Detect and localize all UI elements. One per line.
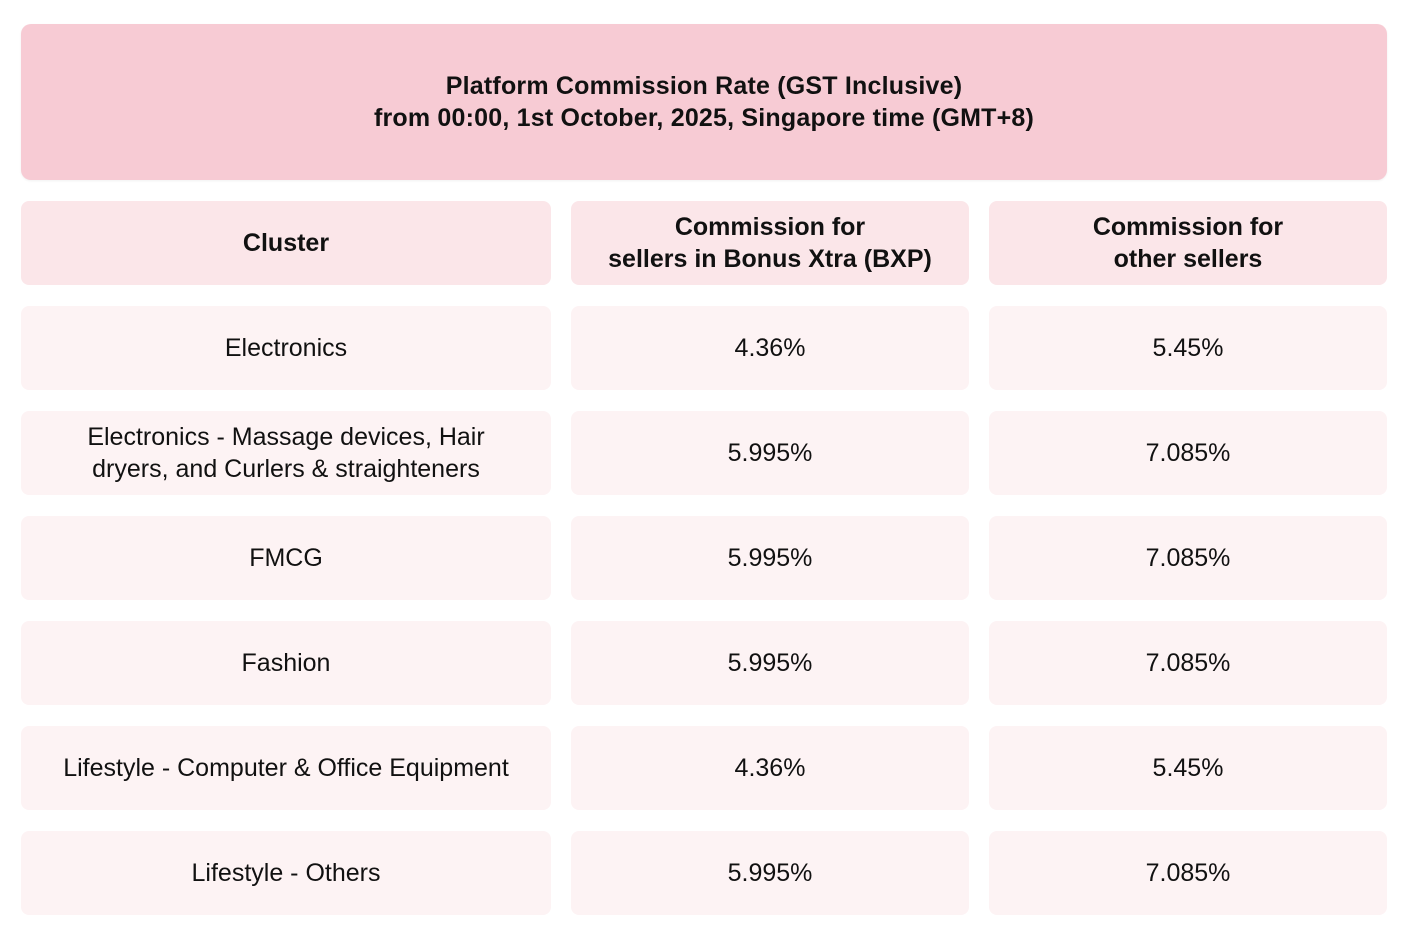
bxp-rate-value: 5.995% bbox=[727, 544, 813, 572]
table-row-bxp-rate: 5.995% bbox=[571, 831, 969, 915]
table-row-cluster: Fashion bbox=[21, 621, 551, 705]
cluster-name-line-2: dryers, and Curlers & straighteners bbox=[92, 455, 480, 483]
other-rate-value: 7.085% bbox=[1145, 859, 1231, 887]
table-row-cluster: Electronics - Massage devices, Hair drye… bbox=[21, 411, 551, 495]
header-cluster: Cluster bbox=[21, 201, 551, 285]
table-row-bxp-rate: 5.995% bbox=[571, 516, 969, 600]
table-row-cluster: Electronics bbox=[21, 306, 551, 390]
table-row-bxp-rate: 4.36% bbox=[571, 306, 969, 390]
table-row-other-rate: 5.45% bbox=[989, 726, 1387, 810]
title-banner: Platform Commission Rate (GST Inclusive)… bbox=[21, 24, 1387, 180]
cluster-name: FMCG bbox=[249, 544, 323, 572]
table-row-cluster: FMCG bbox=[21, 516, 551, 600]
table-row-other-rate: 5.45% bbox=[989, 306, 1387, 390]
bxp-rate-value: 4.36% bbox=[734, 334, 806, 362]
table-row-other-rate: 7.085% bbox=[989, 516, 1387, 600]
bxp-rate-value: 5.995% bbox=[727, 859, 813, 887]
bxp-rate-value: 4.36% bbox=[734, 754, 806, 782]
bxp-rate-value: 5.995% bbox=[727, 439, 813, 467]
table-row-bxp-rate: 4.36% bbox=[571, 726, 969, 810]
other-rate-value: 5.45% bbox=[1152, 754, 1224, 782]
table-row-other-rate: 7.085% bbox=[989, 411, 1387, 495]
header-other-line-2: other sellers bbox=[1113, 245, 1263, 273]
cluster-name: Lifestyle - Others bbox=[191, 859, 381, 887]
table-row-cluster: Lifestyle - Computer & Office Equipment bbox=[21, 726, 551, 810]
cluster-name-line-1: Electronics - Massage devices, Hair bbox=[87, 423, 485, 451]
cluster-name: Lifestyle - Computer & Office Equipment bbox=[63, 754, 509, 782]
table-row-other-rate: 7.085% bbox=[989, 621, 1387, 705]
title-line-1: Platform Commission Rate (GST Inclusive) bbox=[445, 72, 963, 100]
bxp-rate-value: 5.995% bbox=[727, 649, 813, 677]
other-rate-value: 7.085% bbox=[1145, 649, 1231, 677]
other-rate-value: 7.085% bbox=[1145, 544, 1231, 572]
header-bxp-commission: Commission for sellers in Bonus Xtra (BX… bbox=[571, 201, 969, 285]
table-row-bxp-rate: 5.995% bbox=[571, 411, 969, 495]
cluster-name: Electronics bbox=[224, 334, 348, 362]
title-line-2: from 00:00, 1st October, 2025, Singapore… bbox=[373, 104, 1035, 132]
header-bxp-line-2: sellers in Bonus Xtra (BXP) bbox=[608, 245, 932, 273]
header-bxp-line-1: Commission for bbox=[674, 213, 866, 241]
table-row-cluster: Lifestyle - Others bbox=[21, 831, 551, 915]
table-row-other-rate: 7.085% bbox=[989, 831, 1387, 915]
commission-table: Cluster Commission for sellers in Bonus … bbox=[21, 201, 1388, 915]
header-other-commission: Commission for other sellers bbox=[989, 201, 1387, 285]
cluster-name: Fashion bbox=[241, 649, 331, 677]
table-row-bxp-rate: 5.995% bbox=[571, 621, 969, 705]
other-rate-value: 5.45% bbox=[1152, 334, 1224, 362]
header-cluster-label: Cluster bbox=[242, 229, 330, 257]
other-rate-value: 7.085% bbox=[1145, 439, 1231, 467]
header-other-line-1: Commission for bbox=[1092, 213, 1284, 241]
